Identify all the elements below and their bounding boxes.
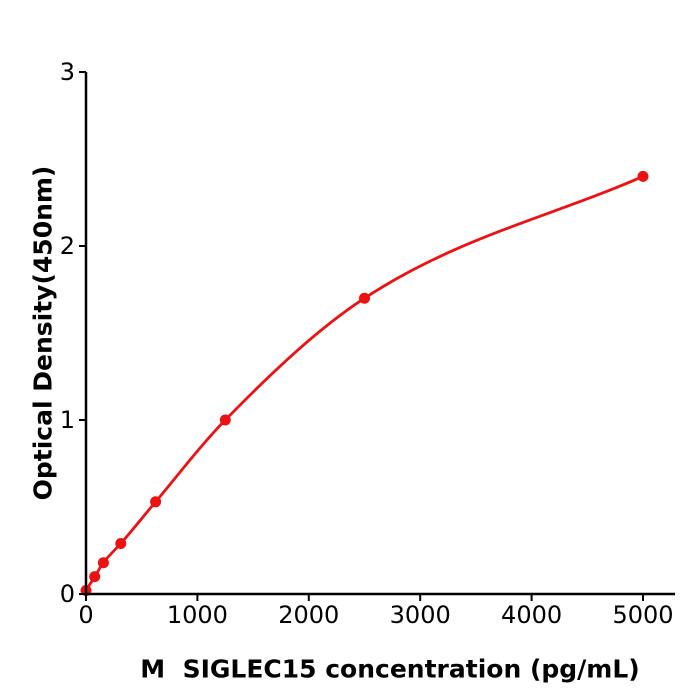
fit-curve (84, 175, 645, 592)
y-tick-label-0: 0 (60, 580, 75, 608)
data-point-78.125 (89, 571, 101, 583)
x-tick-label-2000: 2000 (278, 601, 339, 629)
data-point-156.25 (97, 557, 109, 569)
data-point-1250 (219, 414, 231, 426)
x-tick-label-0: 0 (78, 601, 93, 629)
data-point-2500 (359, 292, 370, 304)
x-tick-label-5000: 5000 (612, 601, 673, 629)
y-axis-title: Optical Density(450nm) (28, 165, 58, 501)
data-point-312.5 (115, 538, 127, 549)
y-tick-label-1: 1 (60, 406, 75, 434)
data-point-5000 (637, 170, 649, 182)
x-tick-label-3000: 3000 (390, 601, 451, 629)
x-tick-label-4000: 4000 (501, 601, 562, 629)
data-point-625 (150, 496, 162, 508)
y-tick-label-2: 2 (60, 232, 75, 260)
x-tick-label-1000: 1000 (167, 601, 228, 629)
x-axis-title: M SIGLEC15 concentration (pg/mL) (140, 654, 640, 684)
y-tick-label-3: 3 (60, 58, 75, 86)
